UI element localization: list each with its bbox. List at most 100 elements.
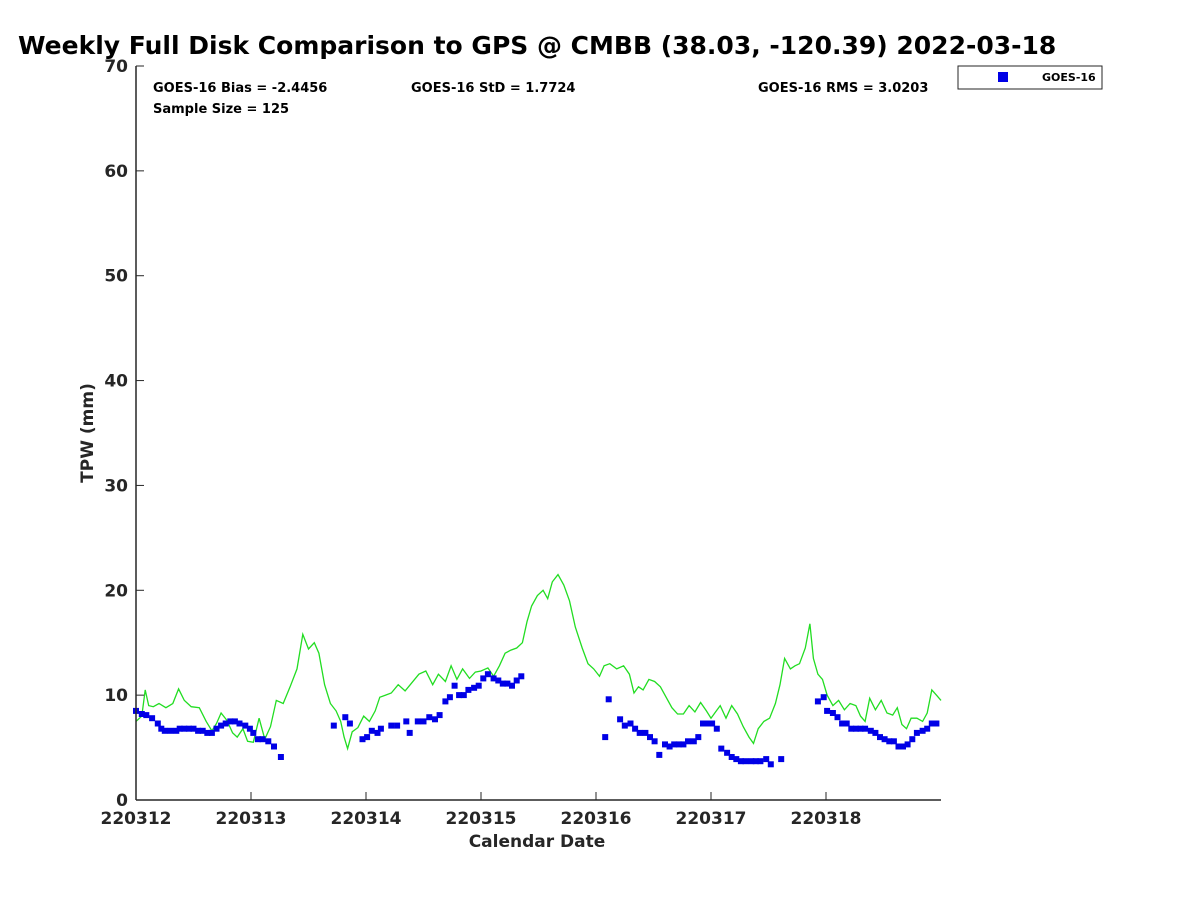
- rms-stat: GOES-16 RMS = 3.0203: [758, 81, 928, 96]
- goes-data-point: [149, 715, 156, 722]
- goes-data-point: [254, 736, 261, 743]
- goes-data-point: [752, 758, 759, 765]
- goes-data-point: [204, 729, 211, 736]
- goes-data-point: [475, 682, 482, 689]
- goes-data-point: [158, 725, 165, 732]
- plot-area: 220312 220313 220314 220315 220316 220317 2203…: [101, 57, 942, 829]
- goes-data-point: [377, 725, 384, 732]
- y-tick-label: 50: [104, 267, 128, 287]
- goes-data-point: [909, 736, 916, 743]
- goes-data-point: [757, 758, 764, 765]
- goes-data-point: [690, 738, 697, 745]
- goes-data-point: [227, 718, 234, 725]
- sample-size-stat: Sample Size = 125: [153, 102, 289, 117]
- goes-data-point: [820, 694, 827, 701]
- goes-data-point: [814, 698, 821, 705]
- goes-data-point: [199, 727, 206, 734]
- goes-data-point: [651, 738, 658, 745]
- chart-title: Weekly Full Disk Comparison to GPS @ CMB…: [18, 31, 1056, 60]
- goes-data-point: [173, 727, 180, 734]
- y-ticks: 0 10 20 30 40 50 60 70: [104, 57, 144, 811]
- statistics-box: GOES-16 Bias = -2.4456 GOES-16 StD = 1.7…: [153, 81, 928, 117]
- goes-data-point: [886, 738, 893, 745]
- goes-data-point: [499, 680, 506, 687]
- goes-data-point: [877, 734, 883, 741]
- goes-data-point: [250, 729, 257, 736]
- goes-data-point: [829, 710, 836, 716]
- goes-data-point: [848, 725, 855, 732]
- goes-data-point: [857, 725, 864, 732]
- x-tick-label: 220312: [101, 809, 172, 829]
- goes-data-point: [680, 741, 687, 748]
- goes-data-point: [495, 677, 502, 684]
- goes-data-point: [436, 712, 443, 719]
- goes-data-point: [167, 727, 174, 734]
- goes-data-point: [895, 743, 902, 750]
- goes-data-point: [872, 729, 879, 736]
- goes-data-point: [675, 741, 682, 748]
- legend-marker-square: [998, 72, 1008, 82]
- goes-data-point: [834, 714, 841, 721]
- goes-data-point: [406, 729, 413, 736]
- goes-data-point: [451, 682, 458, 689]
- legend-box: [957, 65, 1103, 90]
- goes-data-point: [713, 725, 720, 732]
- goes-data-point: [671, 741, 678, 748]
- legend-label: GOES-16: [1042, 71, 1096, 84]
- goes-data-point: [242, 722, 249, 729]
- goes-data-point: [259, 736, 266, 743]
- goes-data-point: [330, 722, 337, 729]
- y-tick-label: 10: [104, 686, 128, 706]
- goes-data-point: [737, 758, 744, 765]
- goes-data-point: [509, 682, 515, 689]
- goes-data-point: [143, 712, 150, 719]
- goes-data-point: [843, 720, 850, 727]
- goes-data-point: [685, 738, 691, 745]
- goes-data-point: [364, 734, 371, 741]
- goes-data-point: [913, 729, 920, 736]
- x-tick-label: 220317: [676, 809, 747, 829]
- goes-data-point: [138, 711, 145, 717]
- y-tick-label: 0: [116, 791, 128, 811]
- goes-data-point: [695, 734, 702, 741]
- goes-data-point: [824, 707, 831, 714]
- y-tick-label: 40: [104, 372, 128, 392]
- goes-series-layer: [133, 671, 940, 768]
- goes-data-point: [222, 720, 229, 727]
- goes-data-point: [605, 696, 612, 703]
- goes-data-point: [161, 727, 168, 734]
- x-axis-label: Calendar Date: [469, 832, 606, 852]
- goes-data-point: [442, 698, 449, 705]
- goes-data-point: [176, 725, 183, 732]
- y-tick-label: 70: [104, 57, 128, 77]
- goes-data-point: [890, 738, 897, 745]
- goes-data-point: [642, 729, 649, 736]
- goes-data-point: [271, 743, 277, 750]
- goes-data-point: [231, 718, 238, 725]
- goes-data-point: [346, 720, 353, 727]
- goes-data-point: [621, 722, 628, 729]
- goes-data-point: [718, 745, 725, 752]
- y-tick-label: 20: [104, 581, 128, 601]
- goes-data-point: [662, 741, 668, 748]
- goes-data-point: [504, 680, 511, 687]
- goes-data-point: [342, 714, 349, 721]
- x-tick-label: 220314: [331, 809, 402, 829]
- goes-data-point: [456, 692, 463, 699]
- goes-data-point: [277, 754, 284, 760]
- goes-data-point: [778, 756, 785, 763]
- goes-data-point: [484, 671, 491, 678]
- goes-data-point: [236, 720, 243, 727]
- goes-data-point: [748, 758, 755, 765]
- legend: GOES-16: [957, 65, 1103, 90]
- goes-data-point: [490, 675, 497, 682]
- goes-data-point: [181, 725, 188, 732]
- x-ticks: 220312 220313 220314 220315 220316 220317 2203…: [101, 792, 861, 829]
- y-tick-label: 60: [104, 162, 128, 182]
- bias-stat: GOES-16 Bias = -2.4456: [153, 81, 327, 96]
- gps-series-layer: [135, 573, 942, 751]
- goes-data-point: [632, 725, 639, 732]
- goes-data-point: [195, 727, 202, 734]
- goes-data-point: [763, 756, 770, 763]
- goes-data-point: [867, 727, 874, 734]
